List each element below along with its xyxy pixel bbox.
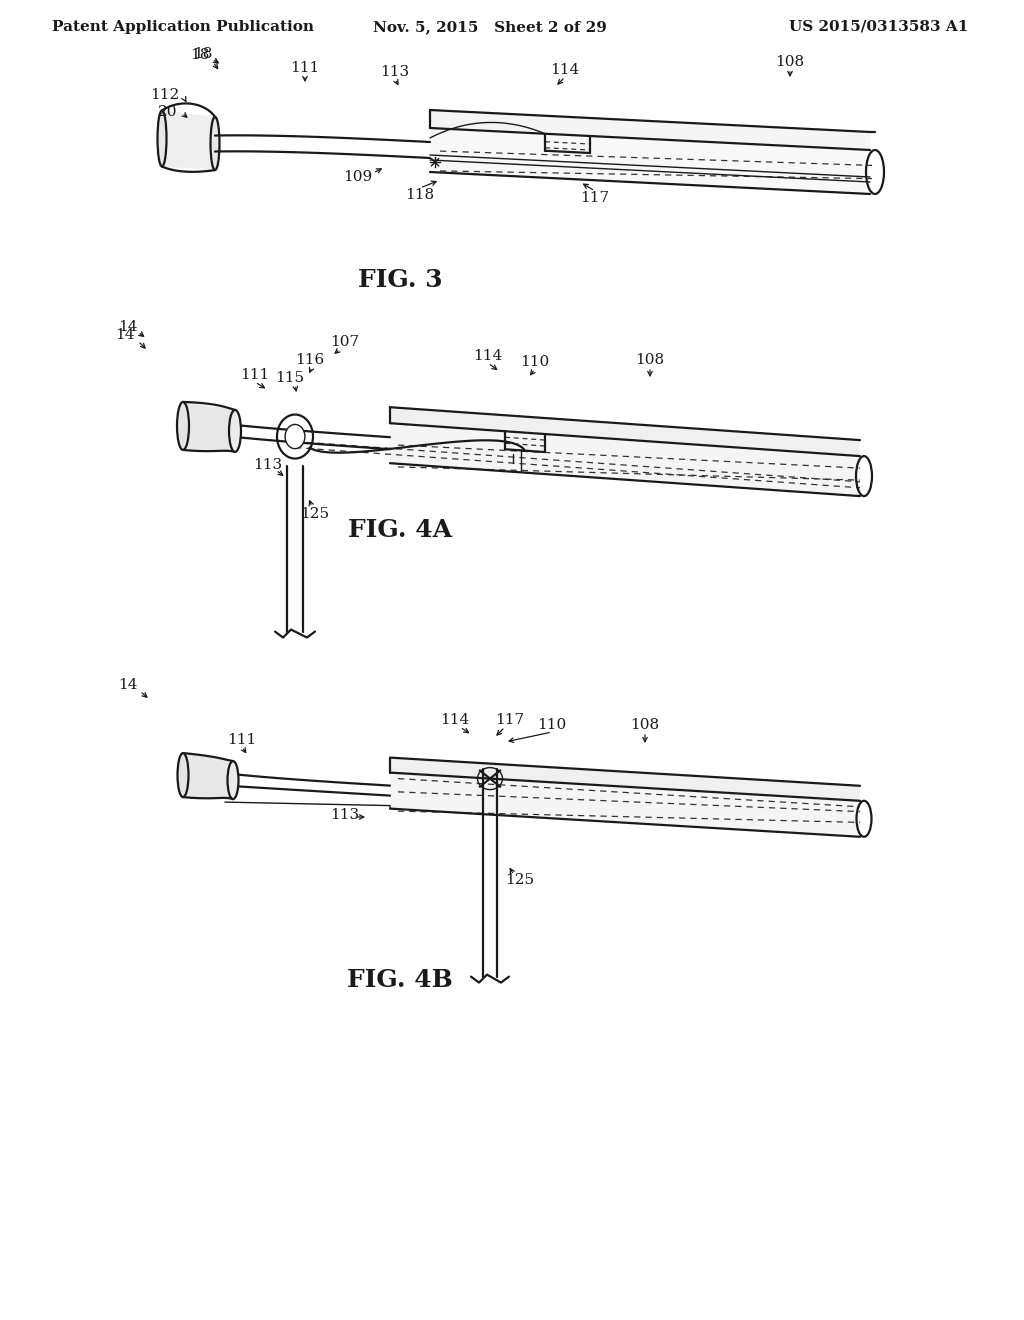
Text: 111: 111 bbox=[291, 61, 319, 75]
Text: 18: 18 bbox=[194, 48, 213, 61]
Polygon shape bbox=[183, 403, 234, 451]
Text: 112: 112 bbox=[151, 88, 179, 102]
Ellipse shape bbox=[177, 754, 188, 797]
Text: 111: 111 bbox=[241, 368, 269, 381]
Text: 117: 117 bbox=[496, 713, 524, 727]
Text: Patent Application Publication: Patent Application Publication bbox=[52, 20, 314, 34]
Text: 113: 113 bbox=[253, 458, 283, 473]
Text: Nov. 5, 2015   Sheet 2 of 29: Nov. 5, 2015 Sheet 2 of 29 bbox=[373, 20, 607, 34]
Text: 125: 125 bbox=[506, 873, 535, 887]
Polygon shape bbox=[390, 758, 860, 801]
Text: 14: 14 bbox=[118, 319, 138, 334]
Text: 20: 20 bbox=[159, 106, 178, 119]
Text: 109: 109 bbox=[343, 170, 373, 183]
Polygon shape bbox=[430, 128, 870, 194]
Text: 114: 114 bbox=[440, 713, 470, 727]
Text: 110: 110 bbox=[520, 355, 550, 370]
Text: FIG. 4B: FIG. 4B bbox=[347, 968, 453, 993]
Text: 108: 108 bbox=[631, 718, 659, 733]
Text: 113: 113 bbox=[381, 65, 410, 79]
Ellipse shape bbox=[158, 111, 167, 166]
Polygon shape bbox=[390, 772, 860, 837]
Text: 114: 114 bbox=[473, 348, 503, 363]
Ellipse shape bbox=[177, 403, 189, 450]
Ellipse shape bbox=[227, 762, 239, 799]
Text: 114: 114 bbox=[550, 63, 580, 77]
Text: 108: 108 bbox=[775, 55, 805, 69]
Text: 118: 118 bbox=[406, 187, 434, 202]
Text: 107: 107 bbox=[331, 335, 359, 348]
Text: 108: 108 bbox=[636, 352, 665, 367]
Text: 111: 111 bbox=[227, 733, 257, 747]
Text: 14: 14 bbox=[118, 678, 138, 692]
Text: FIG. 4A: FIG. 4A bbox=[348, 517, 452, 543]
Text: 113: 113 bbox=[331, 808, 359, 822]
Polygon shape bbox=[390, 407, 860, 457]
Text: 116: 116 bbox=[295, 352, 325, 367]
Text: 115: 115 bbox=[275, 371, 304, 385]
Text: US 2015/0313583 A1: US 2015/0313583 A1 bbox=[788, 20, 968, 34]
Text: 110: 110 bbox=[538, 718, 566, 733]
Polygon shape bbox=[390, 424, 860, 496]
Text: 14: 14 bbox=[116, 327, 135, 342]
Polygon shape bbox=[183, 754, 233, 799]
Polygon shape bbox=[430, 110, 870, 150]
Ellipse shape bbox=[229, 411, 241, 451]
Ellipse shape bbox=[211, 117, 219, 170]
Text: 18: 18 bbox=[190, 48, 210, 62]
Text: 125: 125 bbox=[300, 507, 330, 521]
Text: FIG. 3: FIG. 3 bbox=[357, 268, 442, 292]
Polygon shape bbox=[162, 111, 215, 170]
Text: 117: 117 bbox=[581, 191, 609, 205]
Ellipse shape bbox=[285, 425, 305, 449]
